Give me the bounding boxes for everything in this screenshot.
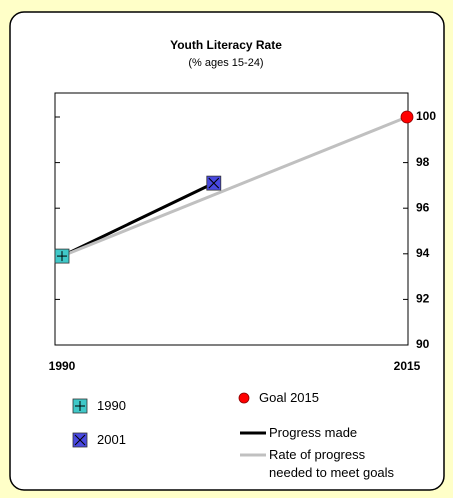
marker bbox=[72, 432, 88, 448]
marker-part bbox=[208, 177, 220, 189]
series-line bbox=[61, 115, 408, 258]
marker bbox=[72, 398, 88, 414]
plot-area bbox=[54, 92, 409, 346]
legend-label: Goal 2015 bbox=[259, 390, 319, 405]
y-tick-label: 92 bbox=[416, 292, 430, 306]
y-tick-label: 98 bbox=[416, 155, 430, 169]
marker bbox=[400, 110, 414, 124]
x-tick-label: 2015 bbox=[394, 359, 421, 373]
marker bbox=[206, 175, 222, 191]
marker-part bbox=[74, 434, 86, 446]
y-tick-label: 90 bbox=[416, 337, 430, 351]
y-tick-label: 94 bbox=[416, 246, 430, 260]
y-tick-label: 96 bbox=[416, 200, 430, 214]
marker bbox=[54, 248, 70, 264]
legend-label: Rate of progress needed to meet goals bbox=[269, 447, 395, 480]
legend-label: Progress made bbox=[269, 425, 358, 440]
series-line bbox=[61, 181, 215, 258]
legend-swatch bbox=[238, 392, 250, 404]
chart-title: Youth Literacy Rate bbox=[170, 38, 282, 52]
x-tick-label: 1990 bbox=[49, 359, 76, 373]
legend-label: 1990 bbox=[97, 398, 126, 413]
chart-subtitle: (% ages 15-24) bbox=[188, 57, 263, 69]
legend-label: 2001 bbox=[97, 432, 126, 447]
y-tick-label: 100 bbox=[416, 109, 436, 123]
